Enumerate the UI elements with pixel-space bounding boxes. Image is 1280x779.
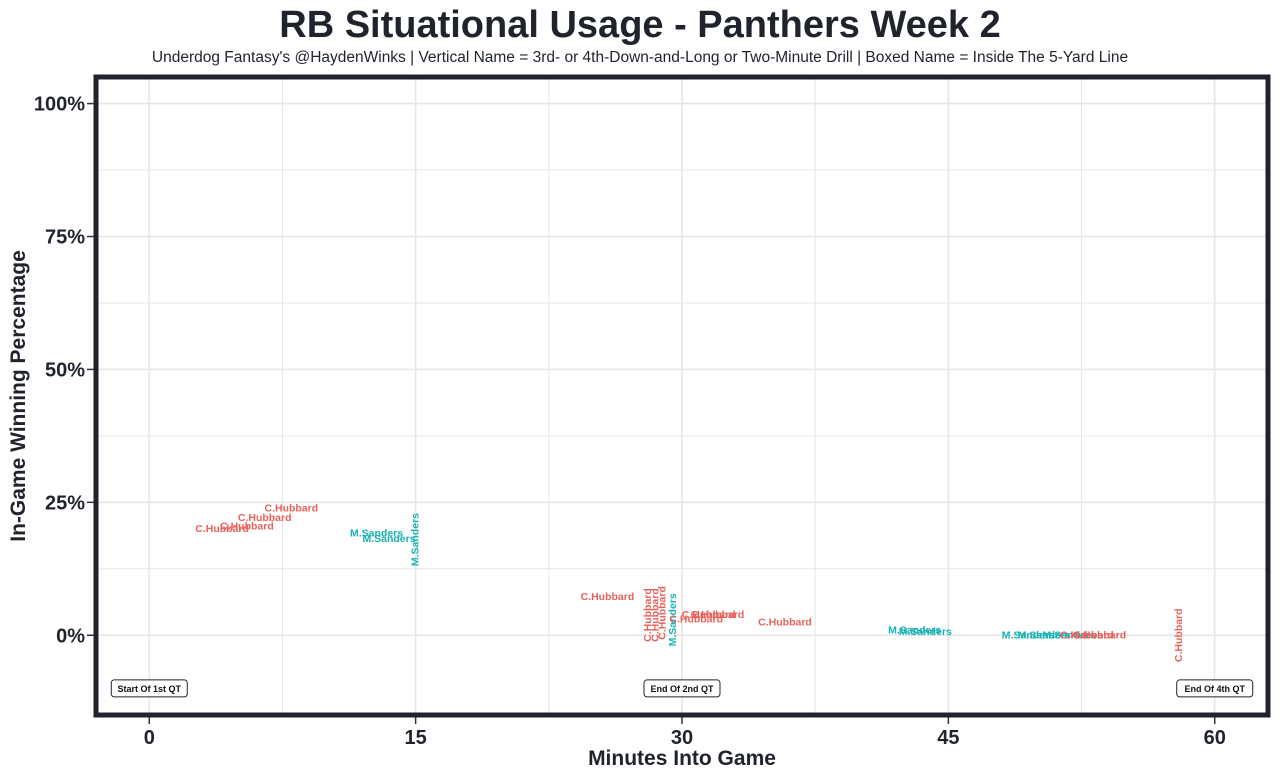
annotation-box xyxy=(643,679,721,698)
x-axis-label: Minutes Into Game xyxy=(588,747,776,770)
quarter-annotations: Start Of 1st QT End Of 2nd QT End Of 4th Q… xyxy=(110,679,1254,698)
x-tick-label: 0 xyxy=(144,727,155,749)
point-label-sanders: M.Sanders xyxy=(667,593,679,646)
point-label-sanders: M.Sanders xyxy=(350,528,403,540)
y-tick-label: 25% xyxy=(45,492,85,514)
point-label-sanders: M.Sanders xyxy=(888,624,941,636)
annotation-box xyxy=(1176,679,1254,698)
point-label-hubbard: C.Hubbard xyxy=(238,512,292,524)
y-tick-label: 100% xyxy=(34,94,85,116)
y-tick-label: 50% xyxy=(45,359,85,381)
annotation-label: End Of 2nd QT xyxy=(651,684,714,694)
point-label-hubbard: C.Hubbard xyxy=(195,523,249,535)
point-label-hubbard: C.Hubbard xyxy=(669,613,723,625)
point-label-sanders: M.Sanders xyxy=(1043,629,1096,641)
y-tick-label: 75% xyxy=(45,227,85,249)
x-tick-label: 15 xyxy=(405,727,427,749)
point-label-hubbard: C.Hubbard xyxy=(649,588,661,642)
point-label-hubbard: C.Hubbard xyxy=(1173,608,1185,662)
annotation-label: Start Of 1st QT xyxy=(118,684,182,694)
point-label-hubbard: C.Hubbard xyxy=(691,609,745,621)
plot-frame xyxy=(93,74,1271,718)
point-label-hubbard: C.Hubbard xyxy=(656,586,668,640)
point-label-hubbard: C.Hubbard xyxy=(264,503,318,515)
y-tick-label: 0% xyxy=(56,625,85,647)
annotation-label: End Of 4th QT xyxy=(1184,684,1245,694)
y-axis-label: In-Game Winning Percentage xyxy=(7,250,30,542)
x-tick-label: 60 xyxy=(1204,727,1226,749)
point-label-sanders: M.Sanders xyxy=(1002,629,1055,641)
point-label-sanders: M.Sanders xyxy=(899,626,952,638)
grid-lines xyxy=(96,77,1268,715)
annotation-box xyxy=(110,679,188,698)
point-label-hubbard: C.Hubbard xyxy=(1072,629,1126,641)
point-label-sanders: M.Sanders xyxy=(362,533,415,545)
point-label-hubbard: C.Hubbard xyxy=(682,609,736,621)
point-label-hubbard: C.Hubbard xyxy=(581,591,635,603)
point-label-sanders: M.Sanders xyxy=(1018,629,1071,641)
point-label-hubbard: C.Hubbard xyxy=(642,588,654,642)
axes: 0 15 30 45 60 0% 25% 50% 75% 100% xyxy=(34,94,1226,749)
x-tick-label: 30 xyxy=(671,727,693,749)
x-tick-label: 45 xyxy=(937,727,959,749)
point-label-hubbard: C.Hubbard xyxy=(758,616,812,628)
point-label-hubbard: C.Hubbard xyxy=(220,520,274,532)
chart-title: RB Situational Usage - Panthers Week 2 xyxy=(279,4,1001,46)
point-label-hubbard: C.Hubbard xyxy=(1060,629,1114,641)
chart-subtitle: Underdog Fantasy's @HaydenWinks | Vertic… xyxy=(151,49,1129,66)
point-label-sanders: M.Sanders xyxy=(410,513,422,566)
